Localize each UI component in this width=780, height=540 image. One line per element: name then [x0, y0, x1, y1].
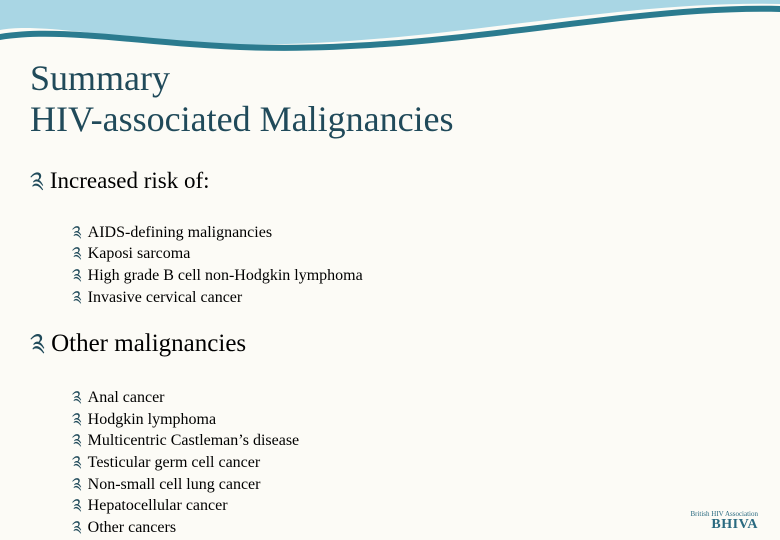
list-item: ༉ Hodgkin lymphoma: [72, 409, 750, 431]
list-item: ༉ Multicentric Castleman’s disease: [72, 430, 750, 452]
bullet-marker-icon: ༉: [72, 495, 82, 517]
bullet-marker-icon: ༉: [72, 222, 82, 244]
list-item-text: Other cancers: [88, 517, 176, 539]
bullet-marker-icon: ༉: [72, 430, 82, 452]
list-item: ༉ Non-small cell lung cancer: [72, 474, 750, 496]
section1-header-text: Increased risk of:: [50, 168, 210, 194]
list-item: ༉ High grade B cell non-Hodgkin lymphoma: [72, 265, 750, 287]
bullet-marker-icon: ༉: [72, 517, 82, 539]
list-item-text: Kaposi sarcoma: [88, 243, 191, 265]
bullet-marker-icon: ༉: [72, 452, 82, 474]
section1-sub-list: ༉ AIDS-defining malignancies ༉ Kaposi sarco…: [72, 222, 750, 308]
list-item: ༉ AIDS-defining malignancies: [72, 222, 750, 244]
list-item-text: Hepatocellular cancer: [88, 495, 228, 517]
decorative-wave-header: [0, 0, 780, 56]
list-item-text: Non-small cell lung cancer: [88, 474, 261, 496]
list-item: ༉ Other cancers: [72, 517, 750, 539]
list-item-text: AIDS-defining malignancies: [88, 222, 272, 244]
list-item-text: Invasive cervical cancer: [88, 287, 243, 309]
list-item-text: Multicentric Castleman’s disease: [88, 430, 300, 452]
section2-sub-list: ༉ Anal cancer ༉ Hodgkin lymphoma ༉ Multicentr…: [72, 387, 750, 538]
list-item: ༉ Hepatocellular cancer: [72, 495, 750, 517]
footer-big-text: BHIVA: [690, 518, 758, 532]
bullet-marker-icon: ༉: [30, 155, 44, 220]
bullet-marker-icon: ༉: [72, 474, 82, 496]
list-item-text: Testicular germ cell cancer: [88, 452, 261, 474]
bullet-marker-icon: ༉: [72, 387, 82, 409]
title-line-2: HIV-associated Malignancies: [30, 99, 750, 140]
slide-title: Summary HIV-associated Malignancies: [30, 58, 750, 141]
section2-header-text: Other malignancies: [51, 330, 246, 358]
bullet-marker-icon: ༉: [72, 243, 82, 265]
title-line-1: Summary: [30, 58, 750, 99]
list-item: ༉ Kaposi sarcoma: [72, 243, 750, 265]
slide-content: Summary HIV-associated Malignancies ༉ In…: [30, 58, 750, 540]
list-item: ༉ Anal cancer: [72, 387, 750, 409]
bullet-marker-icon: ༉: [72, 265, 82, 287]
list-item-text: Hodgkin lymphoma: [88, 409, 216, 431]
list-item-text: Anal cancer: [88, 387, 165, 409]
footer-logo: British HIV Association BHIVA: [690, 511, 758, 532]
bullet-marker-icon: ༉: [72, 409, 82, 431]
bullet-marker-icon: ༉: [30, 314, 45, 385]
list-item: ༉ Testicular germ cell cancer: [72, 452, 750, 474]
section1-header-row: ༉ Increased risk of:: [30, 155, 750, 220]
section2-header-row: ༉ Other malignancies: [30, 314, 750, 385]
bullet-marker-icon: ༉: [72, 287, 82, 309]
list-item-text: High grade B cell non-Hodgkin lymphoma: [88, 265, 363, 287]
list-item: ༉ Invasive cervical cancer: [72, 287, 750, 309]
